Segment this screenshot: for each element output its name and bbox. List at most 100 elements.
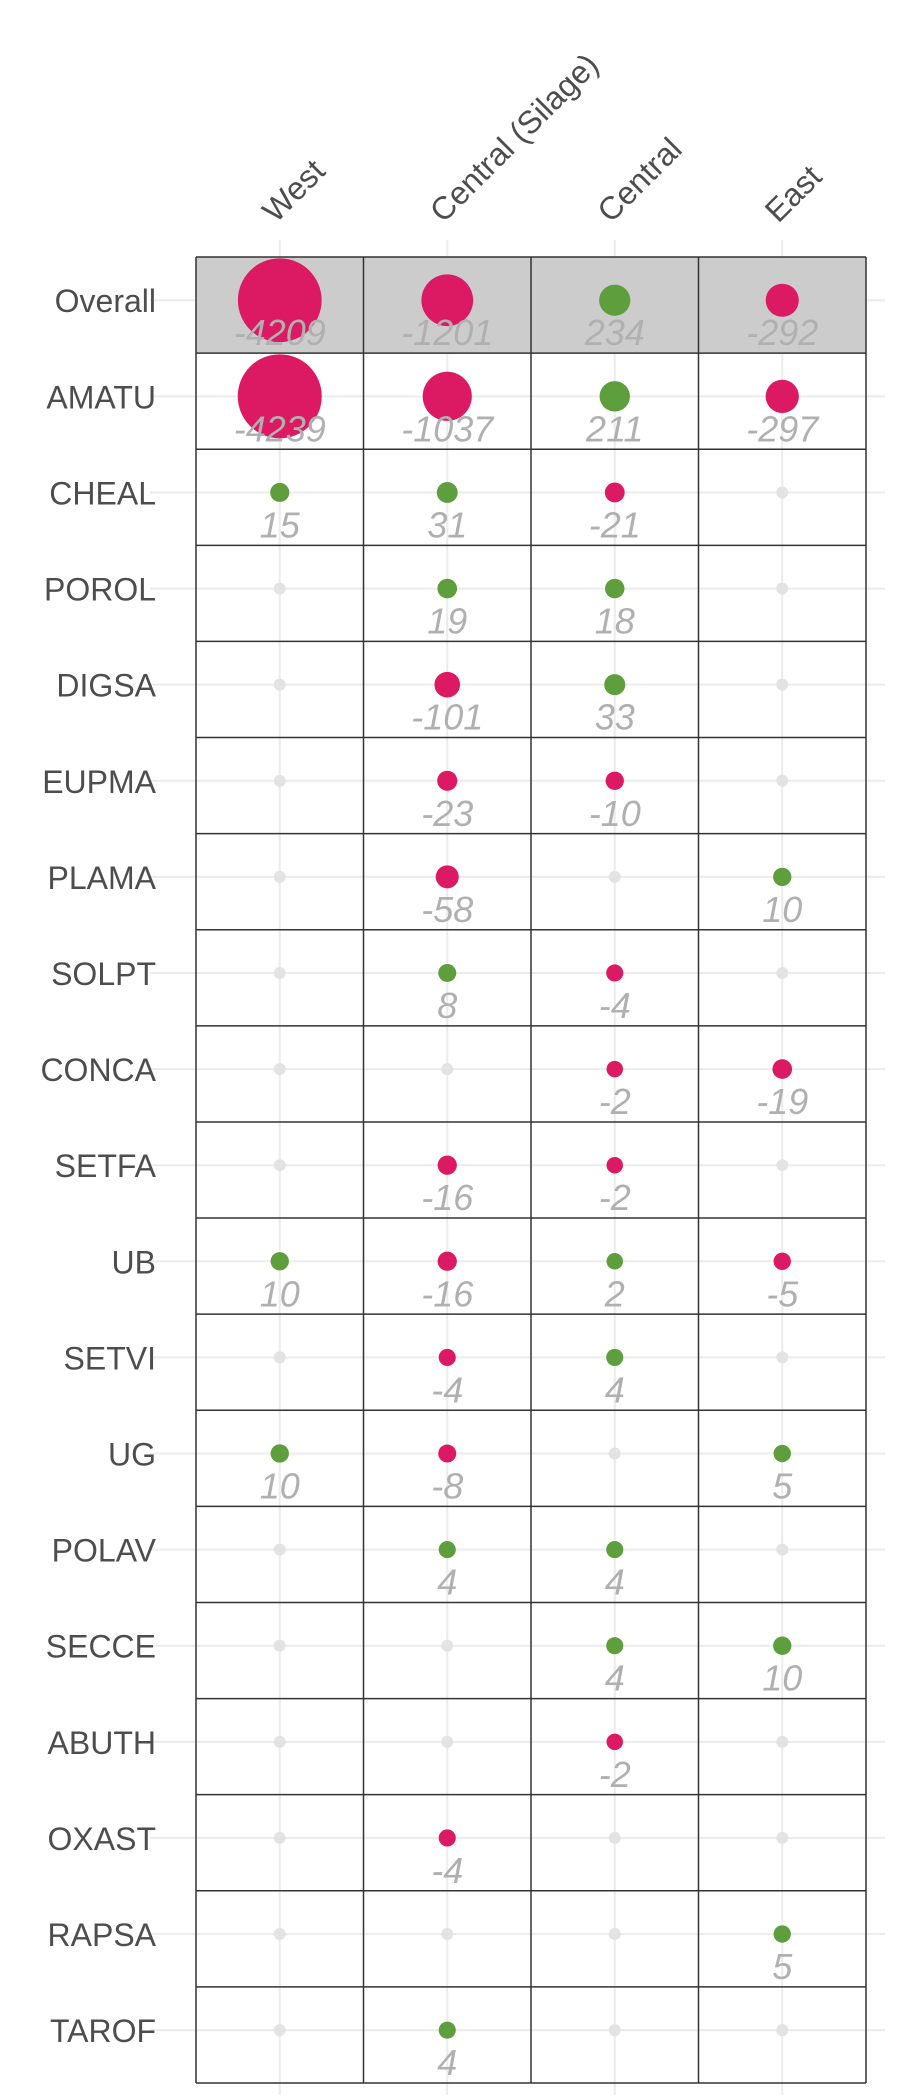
- row-label: UG: [108, 1437, 156, 1473]
- positive-point: [606, 1637, 624, 1655]
- data-label: -4: [599, 985, 631, 1026]
- data-label: 31: [427, 504, 467, 545]
- negative-point: [606, 1060, 623, 1078]
- missing-point: [776, 1831, 789, 1844]
- positive-point: [773, 1636, 792, 1655]
- missing-point: [441, 1639, 454, 1652]
- negative-point: [606, 964, 624, 982]
- column-label: Central: [590, 131, 688, 229]
- missing-point: [776, 678, 789, 691]
- data-label: -2: [599, 1081, 631, 1122]
- positive-point: [437, 578, 458, 599]
- row-label: ABUTH: [48, 1725, 156, 1761]
- missing-point: [273, 966, 286, 979]
- row-label: SETFA: [55, 1148, 157, 1184]
- missing-point: [608, 1928, 621, 1941]
- data-label: -297: [746, 408, 820, 449]
- positive-point: [606, 1348, 624, 1366]
- negative-point: [606, 1733, 623, 1751]
- negative-point: [772, 1059, 793, 1079]
- negative-point: [605, 771, 624, 790]
- missing-point: [441, 1735, 454, 1748]
- positive-point: [438, 1541, 456, 1559]
- missing-point: [273, 582, 286, 595]
- data-label: -101: [411, 697, 483, 738]
- row-label: PLAMA: [48, 860, 157, 896]
- missing-point: [273, 1928, 286, 1941]
- data-label: 33: [595, 697, 635, 738]
- positive-point: [599, 381, 630, 412]
- column-label: East: [758, 158, 829, 229]
- data-label: 4: [437, 2042, 457, 2083]
- positive-point: [773, 1444, 791, 1463]
- missing-point: [273, 1351, 286, 1364]
- negative-point: [437, 1251, 457, 1271]
- missing-point: [273, 1639, 286, 1652]
- data-label: -292: [746, 312, 818, 353]
- data-label: 10: [260, 1273, 300, 1314]
- positive-point: [773, 867, 792, 887]
- missing-point: [776, 2024, 789, 2037]
- data-label: -19: [756, 1081, 808, 1122]
- data-label: 4: [605, 1369, 625, 1410]
- missing-point: [776, 1543, 789, 1556]
- positive-point: [438, 963, 457, 982]
- negative-point: [421, 274, 474, 327]
- positive-point: [438, 2021, 456, 2039]
- positive-point: [270, 482, 290, 503]
- missing-point: [776, 1351, 789, 1364]
- negative-point: [604, 482, 625, 503]
- missing-point: [776, 1735, 789, 1748]
- missing-point: [776, 966, 789, 979]
- positive-point: [436, 482, 458, 503]
- data-label: 8: [437, 985, 457, 1026]
- data-label: 19: [427, 601, 467, 642]
- row-label: EUPMA: [42, 764, 156, 800]
- data-label: -2: [599, 1754, 631, 1795]
- data-label: -4: [431, 1850, 463, 1891]
- row-label: CONCA: [40, 1052, 156, 1088]
- positive-point: [606, 1541, 624, 1559]
- positive-point: [599, 284, 631, 316]
- missing-point: [776, 774, 789, 787]
- missing-point: [273, 774, 286, 787]
- row-label: SECCE: [46, 1629, 156, 1665]
- missing-point: [273, 1543, 286, 1556]
- missing-point: [776, 486, 789, 499]
- column-label: West: [255, 152, 332, 229]
- negative-point: [422, 371, 472, 421]
- row-label: RAPSA: [48, 1917, 157, 1953]
- missing-point: [776, 582, 789, 595]
- row-label: UB: [112, 1244, 156, 1280]
- data-label: -58: [421, 889, 473, 930]
- row-label: POROL: [44, 572, 156, 608]
- missing-point: [273, 1735, 286, 1748]
- positive-point: [605, 578, 625, 599]
- data-label: 5: [772, 1946, 793, 1987]
- data-label: -4: [431, 1369, 463, 1410]
- data-label: 211: [585, 408, 643, 449]
- data-label: -5: [766, 1273, 799, 1314]
- missing-point: [608, 1831, 621, 1844]
- data-label: 234: [584, 312, 645, 353]
- positive-point: [604, 674, 626, 696]
- negative-point: [438, 1444, 457, 1463]
- negative-point: [438, 1829, 456, 1847]
- missing-point: [608, 870, 621, 883]
- data-label: -1037: [401, 408, 495, 449]
- positive-point: [773, 1925, 791, 1943]
- negative-point: [437, 1155, 457, 1175]
- data-label: -16: [421, 1273, 474, 1314]
- missing-point: [273, 1831, 286, 1844]
- positive-point: [270, 1252, 289, 1271]
- negative-point: [765, 283, 799, 317]
- column-label: Central (Silage): [423, 46, 606, 229]
- data-label: 5: [772, 1466, 793, 1507]
- negative-point: [237, 354, 322, 439]
- data-label: 4: [437, 1562, 457, 1603]
- missing-point: [273, 678, 286, 691]
- data-label: -23: [421, 793, 473, 834]
- positive-point: [270, 1444, 289, 1463]
- data-label: 18: [595, 601, 635, 642]
- data-label: -4239: [234, 408, 326, 449]
